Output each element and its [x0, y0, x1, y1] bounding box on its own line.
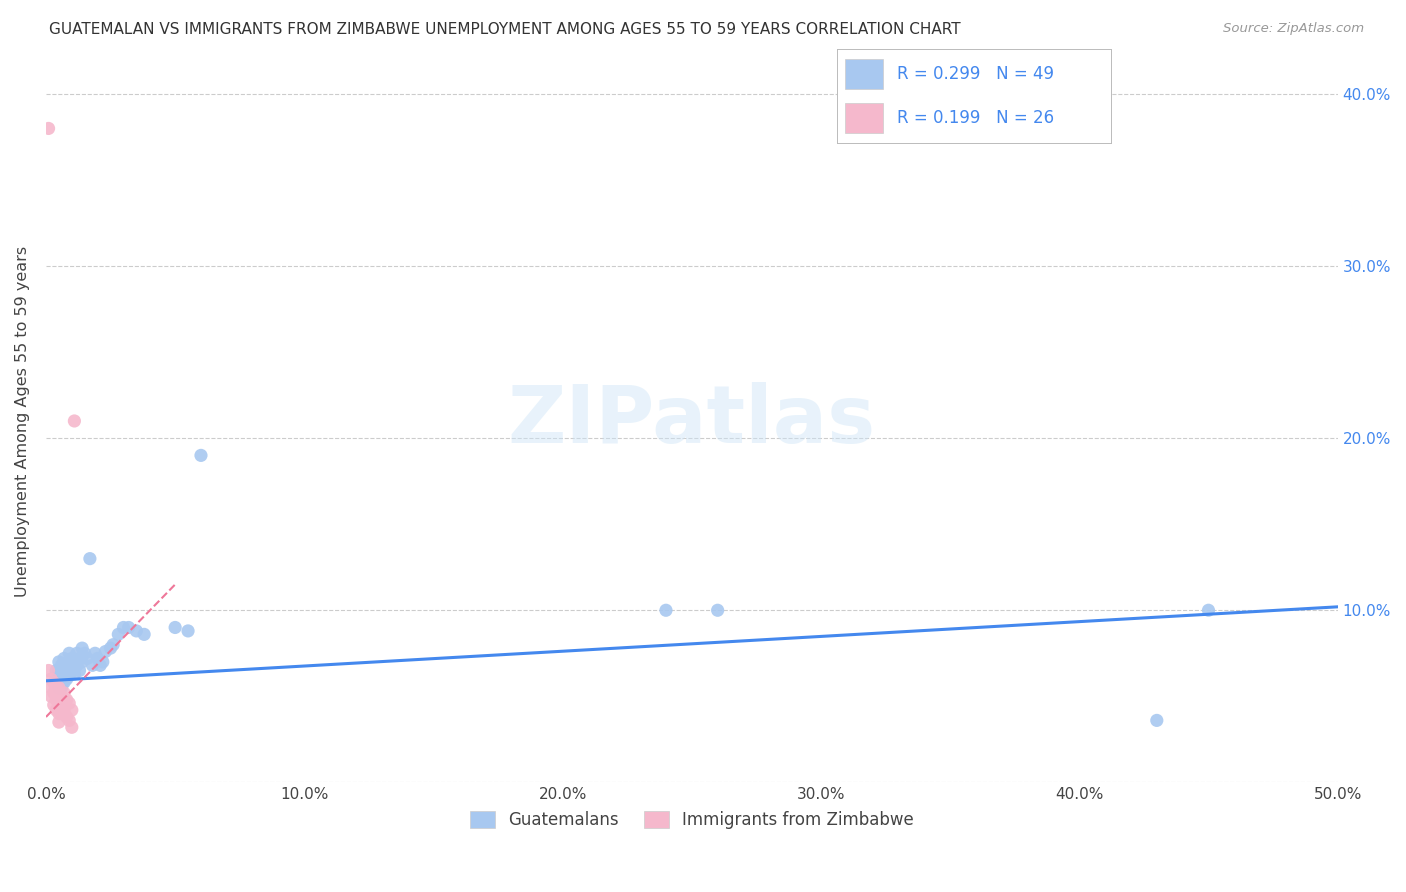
Point: [60, 703, 83, 717]
Point: [45, 664, 67, 678]
Point: [70, 641, 93, 656]
Point: [51, 690, 73, 704]
Point: [39, 672, 62, 686]
Point: [66, 658, 89, 673]
Point: [48, 681, 70, 695]
Point: [70, 655, 93, 669]
Point: [91, 655, 114, 669]
Point: [63, 414, 86, 428]
Point: [51, 703, 73, 717]
Point: [100, 641, 122, 656]
Point: [94, 644, 117, 658]
Point: [84, 646, 107, 660]
Point: [63, 667, 86, 681]
Point: [58, 646, 80, 660]
Point: [60, 720, 83, 734]
Point: [58, 668, 80, 682]
Point: [76, 651, 98, 665]
Text: R = 0.199   N = 26: R = 0.199 N = 26: [897, 110, 1054, 128]
Point: [112, 620, 135, 634]
Point: [89, 658, 111, 673]
Point: [66, 646, 89, 660]
Point: [48, 715, 70, 730]
FancyBboxPatch shape: [845, 60, 883, 89]
Point: [60, 664, 83, 678]
Point: [39, 681, 62, 695]
Point: [101, 638, 124, 652]
Point: [48, 681, 70, 695]
Point: [48, 692, 70, 706]
Point: [706, 603, 728, 617]
Point: [655, 603, 678, 617]
Point: [45, 681, 67, 695]
Point: [53, 686, 76, 700]
FancyBboxPatch shape: [845, 103, 883, 134]
Point: [134, 627, 156, 641]
Point: [39, 690, 62, 704]
Point: [51, 658, 73, 673]
Point: [69, 651, 91, 665]
Point: [42, 686, 65, 700]
Point: [53, 651, 76, 665]
Point: [55, 692, 77, 706]
Text: R = 0.299   N = 49: R = 0.299 N = 49: [897, 65, 1054, 83]
Point: [42, 675, 65, 690]
Text: GUATEMALAN VS IMMIGRANTS FROM ZIMBABWE UNEMPLOYMENT AMONG AGES 55 TO 59 YEARS CO: GUATEMALAN VS IMMIGRANTS FROM ZIMBABWE U…: [49, 22, 960, 37]
Point: [45, 692, 67, 706]
Point: [48, 706, 70, 721]
Point: [53, 703, 76, 717]
Point: [58, 714, 80, 728]
Point: [79, 551, 101, 566]
Point: [73, 646, 96, 660]
Point: [190, 449, 212, 463]
Point: [55, 672, 77, 686]
Y-axis label: Unemployment Among Ages 55 to 59 years: Unemployment Among Ages 55 to 59 years: [15, 245, 30, 597]
Point: [1146, 714, 1168, 728]
Point: [1198, 603, 1220, 617]
Point: [51, 668, 73, 682]
Point: [58, 655, 80, 669]
Point: [53, 664, 76, 678]
Point: [38, 664, 60, 678]
Point: [48, 664, 70, 678]
Point: [82, 658, 104, 673]
Point: [38, 121, 60, 136]
Text: Source: ZipAtlas.com: Source: ZipAtlas.com: [1223, 22, 1364, 36]
Point: [117, 620, 139, 634]
Point: [45, 703, 67, 717]
Point: [51, 681, 73, 695]
Point: [42, 698, 65, 712]
Legend: Guatemalans, Immigrants from Zimbabwe: Guatemalans, Immigrants from Zimbabwe: [463, 804, 921, 836]
Point: [165, 620, 187, 634]
Point: [177, 624, 200, 638]
Point: [55, 658, 77, 673]
Point: [48, 655, 70, 669]
Point: [60, 651, 83, 665]
Point: [63, 655, 86, 669]
Point: [86, 651, 108, 665]
Point: [125, 624, 148, 638]
Point: [53, 675, 76, 690]
Point: [69, 664, 91, 678]
Point: [55, 710, 77, 724]
Point: [107, 627, 129, 641]
Text: ZIPatlas: ZIPatlas: [508, 382, 876, 460]
Point: [45, 672, 67, 686]
Point: [58, 696, 80, 710]
